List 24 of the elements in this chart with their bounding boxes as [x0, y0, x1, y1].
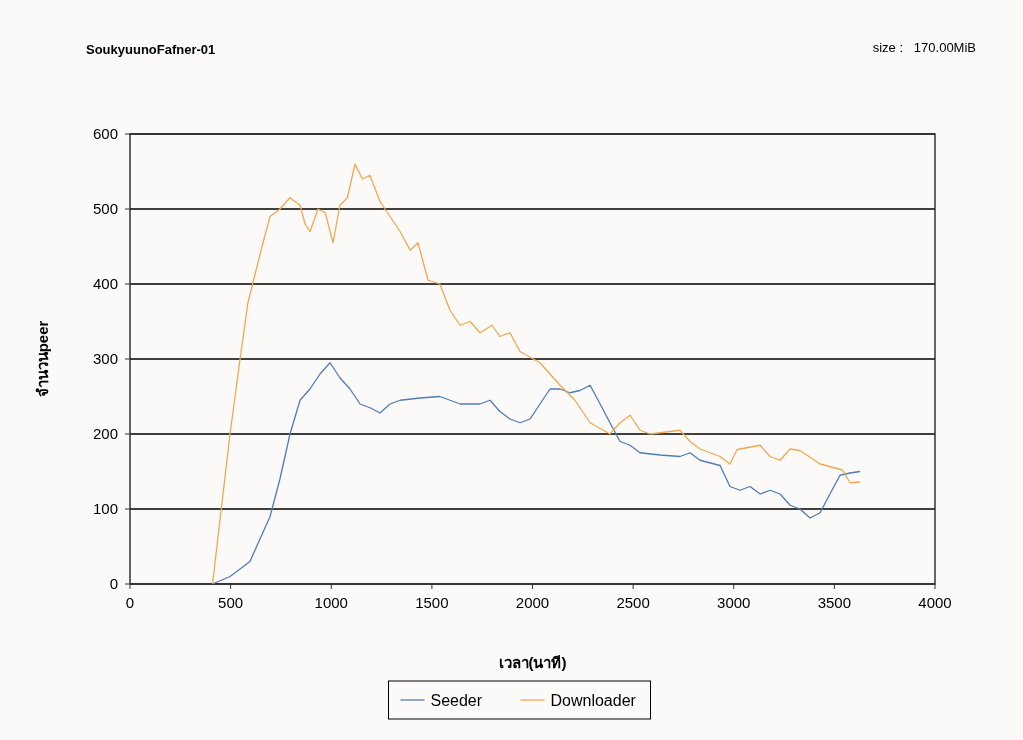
legend-label: Seeder: [430, 691, 483, 709]
x-tick-label: 4000: [918, 594, 952, 611]
line-series: [211, 362, 861, 585]
x-tick-label: 2000: [515, 594, 550, 611]
text: size : 170.00MiB: [872, 40, 976, 55]
y-tick-label: 0: [109, 575, 118, 593]
y-tick-label: 300: [92, 350, 118, 368]
chart-title: SoukyuunoFafner-01: [86, 42, 216, 57]
x-tick-label: 1500: [415, 594, 449, 611]
y-tick-label: 400: [92, 275, 118, 293]
x-tick-label: 1000: [314, 594, 348, 611]
x-tick-label: 3000: [717, 594, 751, 611]
x-tick-label: 0: [125, 594, 135, 611]
y-tick-label: 600: [92, 125, 118, 143]
line-series: [211, 163, 861, 585]
y-tick-label: 200: [92, 425, 118, 443]
y-tick-label: 500: [92, 200, 118, 218]
x-axis-title: เวลา(นาที): [498, 654, 567, 671]
x-tick-label: 500: [218, 594, 244, 611]
x-tick-label: 2500: [616, 594, 650, 611]
legend-label: Downloader: [550, 691, 637, 709]
y-axis-title: จำนวนpeer: [34, 320, 51, 398]
y-tick-label: 100: [92, 500, 118, 518]
x-tick-label: 3500: [817, 594, 852, 611]
